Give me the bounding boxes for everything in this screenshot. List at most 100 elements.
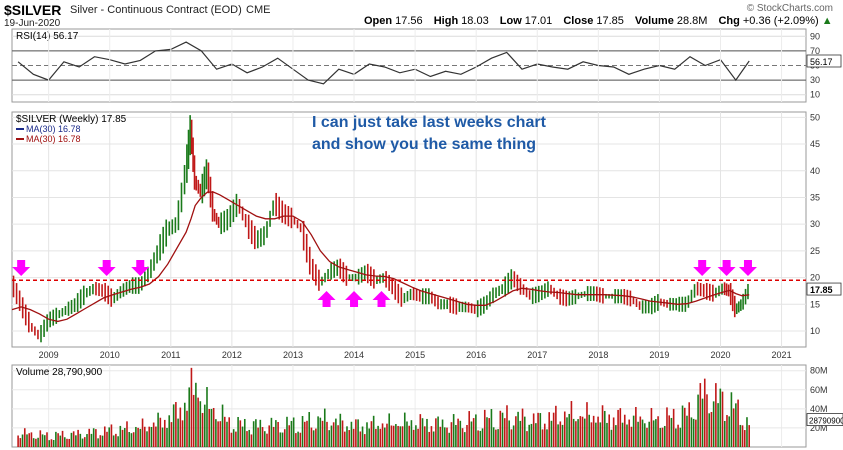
volume-bar xyxy=(326,421,328,447)
price-tick-label: 15 xyxy=(810,299,820,309)
volume-bar xyxy=(290,420,293,447)
down-arrow-icon xyxy=(97,260,116,276)
volume-bar xyxy=(172,404,175,447)
volume-bar xyxy=(308,412,311,447)
volume-bar xyxy=(150,426,153,447)
volume-bar xyxy=(248,429,251,447)
volume-bar xyxy=(355,419,357,447)
annotation-text: I can just take last weeks chart and show… xyxy=(312,114,547,153)
x-tick-label: 2016 xyxy=(466,350,486,360)
volume-bar xyxy=(288,425,291,447)
volume-bar xyxy=(83,437,86,447)
volume-bar xyxy=(68,438,71,447)
volume-bar xyxy=(668,415,671,447)
volume-bar xyxy=(657,416,659,447)
volume-bar xyxy=(206,387,208,447)
volume-bar xyxy=(612,417,615,447)
volume-bar xyxy=(388,413,391,447)
vol-last-value-box xyxy=(806,413,843,426)
annotation-line-1: I can just take last weeks chart xyxy=(312,114,547,131)
volume-bar xyxy=(63,437,66,447)
volume-bar xyxy=(252,421,255,447)
volume-bar xyxy=(90,433,93,447)
volume-bar xyxy=(39,430,42,447)
close-label: Close xyxy=(563,15,594,27)
ma30-line xyxy=(11,191,750,323)
volume-bar xyxy=(341,420,344,447)
volume-bar xyxy=(579,416,582,447)
volume-bar xyxy=(110,424,113,447)
volume-bar xyxy=(503,418,506,447)
volume-bar xyxy=(739,424,742,447)
price-tick-label: 10 xyxy=(810,326,820,336)
volume-bar xyxy=(439,426,442,447)
volume-bar xyxy=(306,420,308,447)
vol-last-value: 28790900 xyxy=(809,417,843,426)
volume-bar xyxy=(101,435,104,447)
volume-bar xyxy=(223,416,226,447)
volume-bar xyxy=(530,423,533,447)
volume-bar xyxy=(441,419,444,447)
volume-bar xyxy=(183,402,186,447)
volume-bar xyxy=(199,401,202,447)
volume-bar xyxy=(203,404,206,447)
down-arrow-icon-shaft xyxy=(743,260,752,267)
volume-bar xyxy=(743,430,746,447)
symbol-title: $SILVER xyxy=(4,2,62,18)
volume-bar xyxy=(115,433,117,447)
volume-bar xyxy=(559,421,562,447)
volume-bar xyxy=(46,432,48,447)
price-tick-label: 40 xyxy=(810,166,820,176)
volume-bar xyxy=(390,425,393,447)
low-value: 17.01 xyxy=(524,15,553,27)
volume-bar xyxy=(330,425,333,447)
up-arrow-icon xyxy=(317,291,336,307)
volume-bar xyxy=(630,426,633,447)
volume-bar xyxy=(346,426,348,447)
volume-bar xyxy=(66,438,68,447)
volume-bar xyxy=(350,421,353,447)
volume-bar xyxy=(161,427,164,447)
volume-bar xyxy=(328,430,331,447)
volume-bar xyxy=(499,410,502,447)
down-arrow-icon xyxy=(738,260,757,276)
rsi-last-value: 56.17 xyxy=(810,57,833,67)
up-arrow-icon xyxy=(372,291,391,307)
volume-bar xyxy=(368,428,371,447)
volume-bar xyxy=(37,437,39,447)
volume-bar xyxy=(541,429,544,447)
volume-bar xyxy=(332,422,335,447)
volume-value: 28.8M xyxy=(676,15,708,27)
vol-tick-label: 20M xyxy=(810,423,828,433)
volume-bar xyxy=(537,412,539,447)
volume-bar xyxy=(310,427,313,447)
volume-bar xyxy=(163,419,166,447)
price-tick-label: 50 xyxy=(810,112,820,122)
volume-bar xyxy=(257,427,259,447)
volume-bar xyxy=(217,421,219,447)
x-tick-label: 2012 xyxy=(222,350,242,360)
volume-bar xyxy=(228,417,231,447)
volume-bar xyxy=(239,420,242,447)
up-arrow-icon xyxy=(345,291,364,307)
volume-bar xyxy=(481,428,484,447)
volume-bar xyxy=(70,432,73,447)
volume-bar xyxy=(339,413,342,447)
x-tick-label: 2011 xyxy=(161,350,180,360)
volume-bar xyxy=(728,416,730,447)
volume-bar xyxy=(210,408,213,447)
volume-bar xyxy=(168,415,171,447)
price-last-value: 17.85 xyxy=(810,285,833,295)
price-legend-symbol: $SILVER (Weekly) 17.85 xyxy=(16,114,127,125)
volume-bar xyxy=(712,401,715,447)
volume-bar xyxy=(97,438,99,447)
volume-bar xyxy=(212,407,215,447)
volume-bar xyxy=(535,423,537,447)
volume-bar xyxy=(721,391,724,447)
volume-bar xyxy=(266,433,268,447)
volume-bar xyxy=(397,425,399,447)
volume-bar xyxy=(270,417,273,447)
volume-bar xyxy=(381,423,384,447)
volume-bar xyxy=(299,432,302,447)
volume-bar xyxy=(406,421,408,447)
